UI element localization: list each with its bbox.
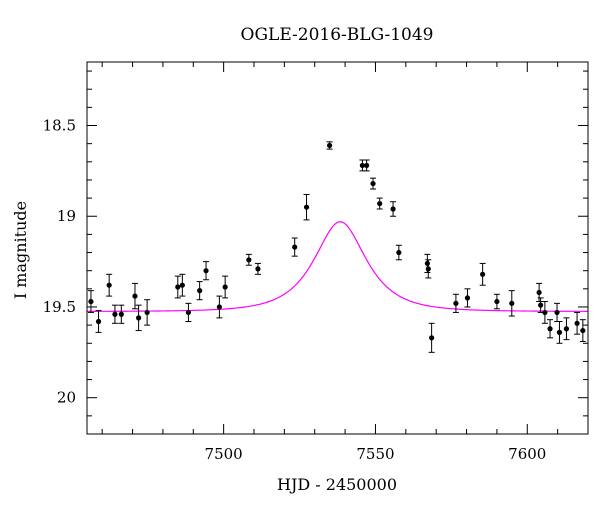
data-point <box>185 309 192 316</box>
data-point <box>464 295 471 301</box>
y-tick-label: 18.5 <box>43 117 76 135</box>
data-point <box>179 282 185 288</box>
axis-ticks <box>87 62 589 435</box>
data-point <box>203 268 209 274</box>
data-point <box>425 266 431 272</box>
data-point <box>136 315 142 321</box>
data-point <box>292 244 298 250</box>
data-point <box>453 300 459 306</box>
model-curve <box>86 221 589 312</box>
data-point <box>494 298 500 305</box>
plot-frame <box>86 61 589 435</box>
data-point <box>88 298 94 305</box>
data-point <box>547 326 553 332</box>
data-point <box>175 284 181 290</box>
data-point <box>390 206 396 212</box>
data-point <box>255 266 261 272</box>
data-point <box>197 288 203 294</box>
data-point <box>106 282 112 288</box>
data-point <box>480 271 486 277</box>
data-point <box>377 200 383 207</box>
x-tick-label: 7500 <box>205 445 243 463</box>
data-point <box>132 293 138 299</box>
chart-title: OGLE-2016-BLG-1049 <box>241 25 434 45</box>
y-tick-label: 20 <box>57 389 76 407</box>
tick-labels: 7500 7550 7600 18.5 19 19.5 20 <box>43 117 547 463</box>
data-point <box>556 329 563 335</box>
x-tick-label: 7600 <box>508 445 546 463</box>
data-point <box>580 327 586 334</box>
model-line <box>86 221 589 312</box>
y-tick-label: 19 <box>57 207 76 225</box>
data-point <box>370 180 376 187</box>
data-point <box>222 284 228 290</box>
data-point <box>112 311 118 317</box>
data-point <box>216 304 222 310</box>
y-axis-label: I magnitude <box>11 201 30 299</box>
data-point <box>509 300 515 306</box>
data-point <box>246 257 252 263</box>
data-point <box>303 204 310 210</box>
data-point <box>118 311 124 317</box>
data-point <box>364 162 370 169</box>
y-tick-label: 19.5 <box>43 298 76 316</box>
data-point <box>95 318 102 325</box>
data-point <box>144 309 150 316</box>
data-point <box>554 309 560 316</box>
x-tick-label: 7550 <box>356 445 394 463</box>
data-point <box>327 142 333 149</box>
data-point <box>429 335 435 341</box>
data-point <box>396 249 402 256</box>
data-points <box>87 141 586 353</box>
x-axis-label: HJD - 2450000 <box>277 475 397 494</box>
data-point <box>542 309 548 316</box>
data-point <box>574 320 580 326</box>
data-point <box>359 162 365 169</box>
data-point <box>538 302 544 308</box>
data-point <box>424 260 430 267</box>
data-point <box>536 289 542 296</box>
data-point <box>563 326 570 332</box>
